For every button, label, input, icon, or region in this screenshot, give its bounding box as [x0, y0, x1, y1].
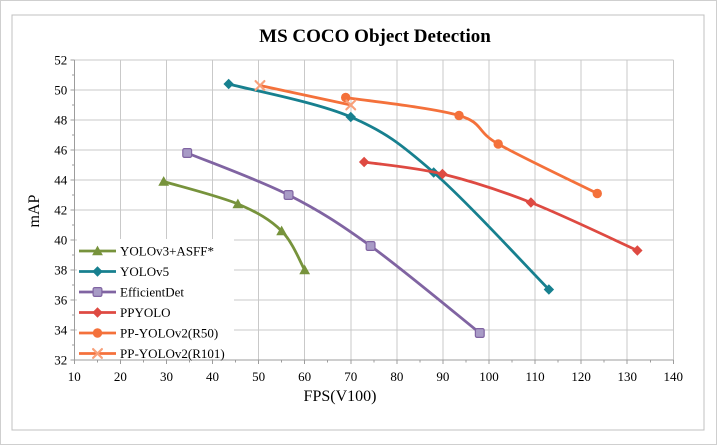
gridlines [74, 59, 674, 360]
x-tick-label: 70 [344, 369, 357, 384]
x-axis-label: FPS(V100) [304, 388, 377, 405]
diamond-marker [543, 284, 555, 295]
x-tick-label: 80 [390, 369, 403, 384]
diamond-marker [345, 111, 356, 123]
x-tick-label: 10 [68, 369, 81, 384]
axes [70, 59, 674, 364]
y-tick-label: 36 [54, 293, 68, 308]
legend-label: YOLOv3+ASFF* [120, 244, 214, 259]
series-line [185, 151, 482, 335]
circle-marker [454, 110, 464, 121]
diamond-marker [92, 266, 103, 277]
x-tick-label: 30 [160, 369, 173, 384]
series-yolov5 [223, 78, 555, 295]
y-tick-label: 46 [54, 143, 68, 158]
legend-item-yolov3-asff-: YOLOv3+ASFF* [79, 244, 214, 259]
diamond-marker [437, 168, 448, 180]
square-marker [92, 287, 103, 298]
series-yolov3-asff- [158, 176, 311, 275]
x-tick-label: 130 [617, 369, 637, 384]
y-tick-label: 50 [54, 83, 67, 98]
circle-marker [493, 139, 503, 149]
series-efficientdet [182, 148, 485, 339]
x-marker [254, 80, 266, 91]
diamond-marker [92, 307, 103, 318]
y-tick-label: 52 [54, 53, 67, 68]
tick-labels: 10 20 30 40 50 60 70 80 90 100 110 120 130 140 32 34 36 3… [54, 53, 683, 385]
diamond-marker [632, 245, 643, 256]
series-line [227, 82, 551, 291]
x-tick-label: 140 [664, 369, 684, 384]
y-tick-label: 42 [54, 203, 67, 218]
legend-label: PPYOLO [120, 305, 171, 320]
series-line [362, 160, 639, 252]
legend-item-yolov5: YOLOv5 [79, 264, 169, 279]
y-tick-label: 40 [54, 233, 67, 248]
square-marker [474, 328, 485, 339]
y-axis-label: mAP [26, 194, 43, 227]
triangle-marker [232, 198, 244, 209]
data-series [158, 78, 643, 339]
circle-marker [592, 188, 602, 199]
series-pp-yolov2-r50- [340, 92, 602, 199]
legend-label: PP-YOLOv2(R50) [120, 326, 218, 341]
legend-item-pp-yolov2-r101-: PP-YOLOv2(R101) [79, 346, 225, 361]
legend-label: YOLOv5 [120, 264, 169, 279]
x-tick-label: 60 [298, 369, 311, 384]
legend: YOLOv3+ASFF* YOLOv5 EfficientDet PPYOLO PP-Y… [79, 244, 225, 361]
legend-item-pp-yolov2-r50-: PP-YOLOv2(R50) [79, 326, 218, 341]
series-line [344, 96, 599, 195]
legend-background-box [77, 239, 234, 359]
x-tick-label: 50 [252, 369, 265, 384]
chart-frame [11, 14, 705, 431]
series-line [258, 84, 353, 107]
triangle-marker [299, 264, 311, 275]
x-tick-label: 110 [526, 369, 545, 384]
legend-item-ppyolo: PPYOLO [79, 305, 171, 320]
x-tick-label: 120 [571, 369, 591, 384]
series-line [162, 180, 307, 272]
square-marker [365, 241, 376, 252]
y-tick-label: 32 [54, 353, 67, 368]
chart-title: MS COCO Object Detection [259, 26, 491, 47]
series-pp-yolov2-r101- [254, 80, 357, 111]
y-tick-label: 38 [54, 263, 67, 278]
x-tick-label: 100 [479, 369, 499, 384]
x-tick-label: 40 [206, 369, 219, 384]
y-tick-label: 48 [54, 113, 67, 128]
legend-item-efficientdet: EfficientDet [79, 285, 184, 300]
x-tick-label: 90 [436, 369, 449, 384]
square-marker [283, 190, 294, 201]
x-marker [92, 348, 103, 359]
diamond-marker [223, 78, 234, 90]
y-tick-label: 44 [54, 173, 68, 188]
legend-background [77, 239, 234, 359]
diamond-marker [525, 197, 537, 208]
legend-label: EfficientDet [120, 285, 184, 300]
x-tick-label: 20 [114, 369, 127, 384]
triangle-marker [276, 225, 288, 236]
diamond-marker [358, 156, 370, 168]
y-tick-label: 34 [54, 323, 68, 338]
square-marker [182, 148, 193, 159]
triangle-marker [158, 176, 170, 186]
circle-marker [340, 92, 351, 103]
triangle-marker [92, 245, 103, 256]
legend-label: PP-YOLOv2(R101) [120, 346, 225, 361]
x-marker [345, 99, 357, 111]
series-ppyolo [358, 156, 643, 256]
circle-marker [92, 328, 103, 338]
